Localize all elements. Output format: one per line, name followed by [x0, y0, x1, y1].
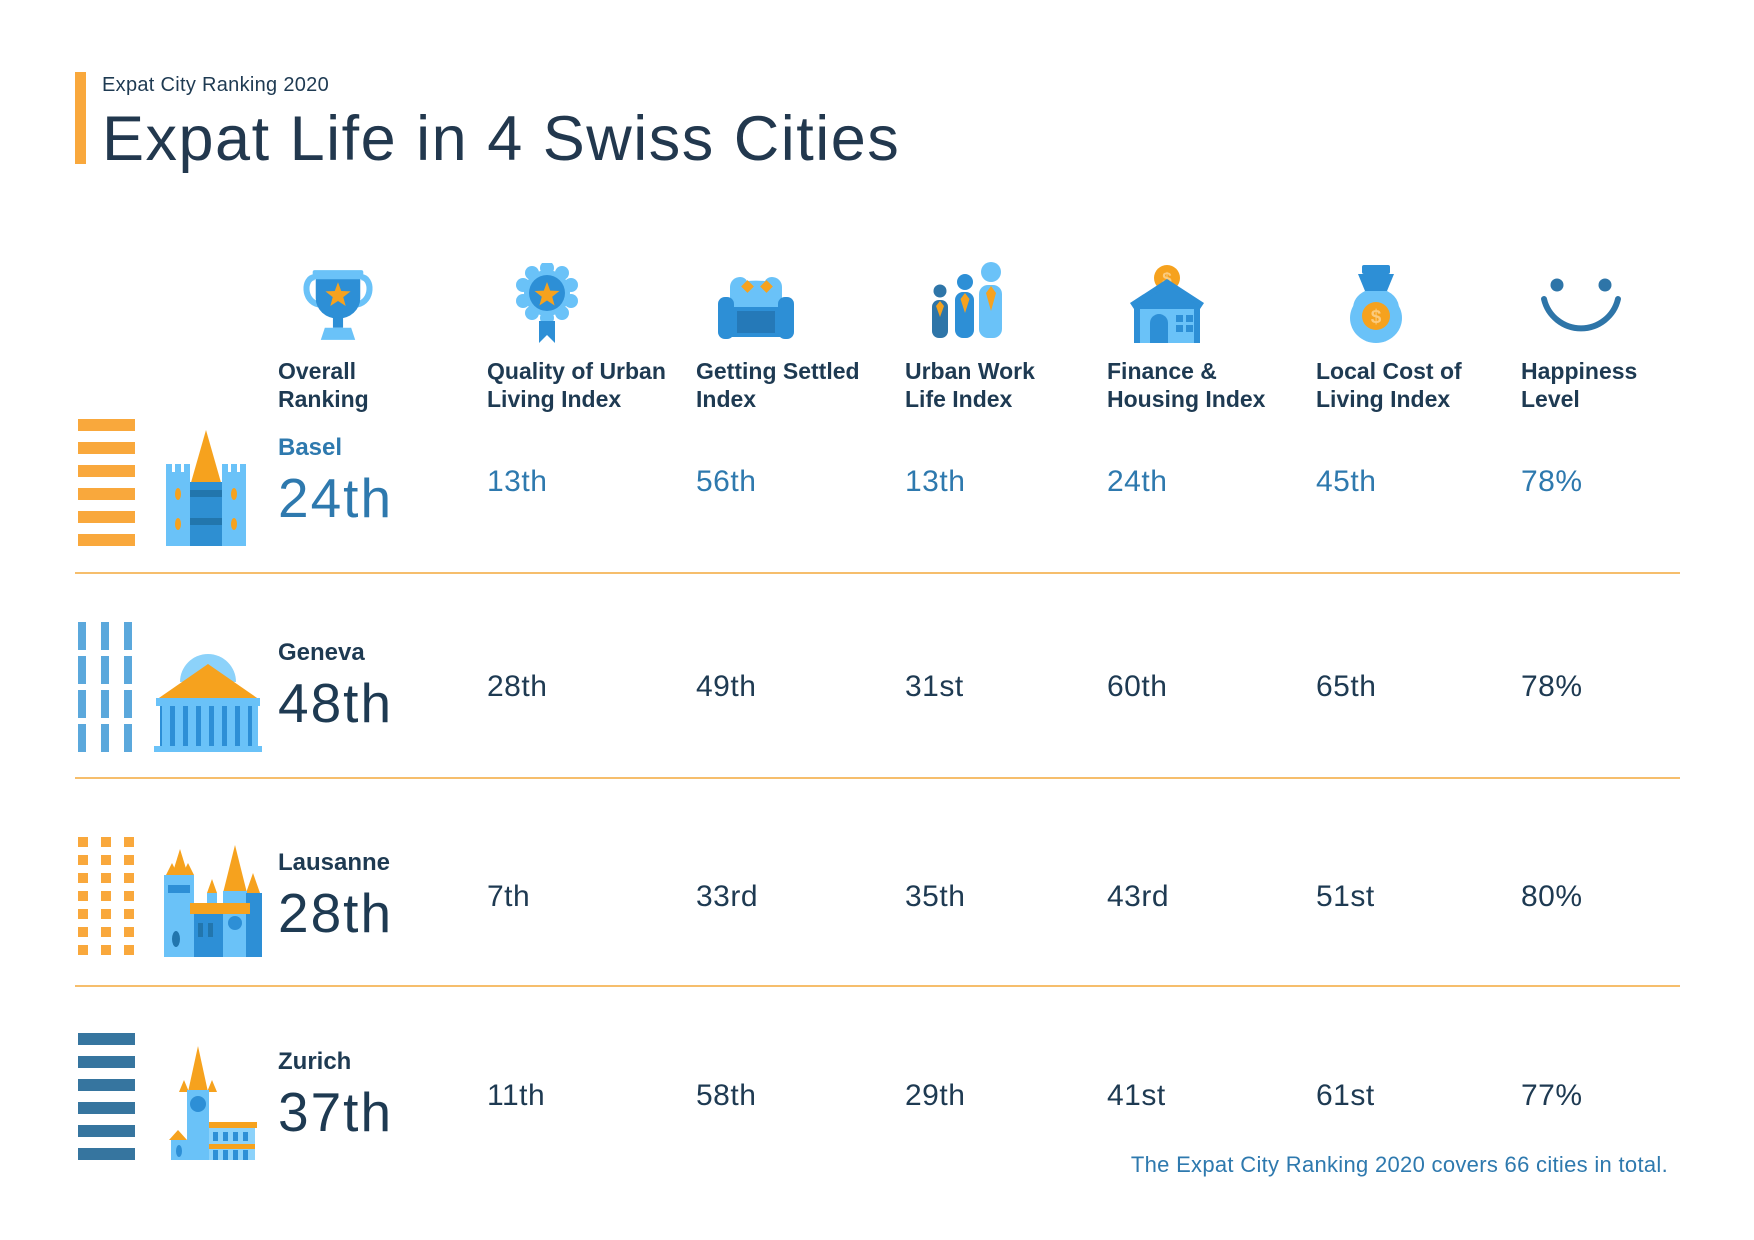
geneva-pattern: [78, 622, 132, 752]
basel-pattern: [78, 418, 135, 546]
lausanne-building-icon: [164, 845, 262, 957]
people-icon: [905, 243, 1025, 347]
zurich-finance-housing: 41st: [1107, 1079, 1166, 1112]
geneva-getting-settled: 49th: [696, 670, 757, 703]
column-label: Quality of Urban Living Index: [487, 358, 666, 413]
basel-building-icon: [166, 429, 246, 546]
zurich-local-cost: 61st: [1316, 1079, 1375, 1112]
lausanne-local-cost: 51st: [1316, 880, 1375, 913]
column-header-row: Overall Ranking Quality of Urban: [75, 243, 1754, 413]
lausanne-finance-housing: 43rd: [1107, 880, 1170, 913]
lausanne-artwork: [75, 837, 278, 957]
geneva-building-icon: [154, 654, 262, 752]
lausanne-ranking-cell: Lausanne 28th: [278, 849, 487, 945]
geneva-local-cost: 65th: [1316, 670, 1377, 703]
geneva-urban-work-life: 31st: [905, 670, 964, 703]
column-label: Local Cost of Living Index: [1316, 358, 1462, 413]
row-lausanne: Lausanne 28th 7th 33rd 35th 43rd 51st 80…: [75, 802, 1754, 992]
overall-rank: 24th: [278, 467, 394, 529]
zurich-getting-settled: 58th: [696, 1079, 757, 1112]
basel-finance-housing: 24th: [1107, 465, 1168, 498]
zurich-pattern: [78, 1032, 135, 1160]
smiley-icon: [1521, 243, 1641, 347]
row-separator: [75, 985, 1680, 987]
column-label: Urban Work Life Index: [905, 358, 1035, 413]
column-happiness: Happiness Level: [1521, 243, 1754, 413]
row-separator: [75, 572, 1680, 574]
basel-ranking-cell: Basel 24th: [278, 434, 487, 530]
zurich-ranking-cell: Zurich 37th: [278, 1048, 487, 1144]
city-name: Basel: [278, 434, 343, 461]
trophy-icon: [278, 243, 398, 347]
armchair-icon: [696, 243, 816, 347]
city-name: Zurich: [278, 1048, 352, 1075]
column-label: Getting Settled Index: [696, 358, 860, 413]
city-name: Geneva: [278, 639, 365, 666]
column-overall-ranking: Overall Ranking: [278, 243, 487, 413]
geneva-quality-urban-living: 28th: [487, 670, 548, 703]
money-bag-icon: $: [1316, 243, 1436, 347]
row-zurich: Zurich 37th 11th 58th 29th 41st 61st 77%: [75, 1011, 1754, 1181]
column-getting-settled: Getting Settled Index: [696, 243, 905, 413]
city-name: Lausanne: [278, 849, 391, 876]
row-geneva: Geneva 48th 28th 49th 31st 60th 65th 78%: [75, 592, 1754, 782]
house-coin-icon: $: [1107, 243, 1227, 347]
row-separator: [75, 777, 1680, 779]
footer-note: The Expat City Ranking 2020 covers 66 ci…: [1130, 1152, 1668, 1177]
geneva-happiness: 78%: [1521, 670, 1583, 703]
lausanne-happiness: 80%: [1521, 880, 1583, 913]
basel-artwork: [75, 418, 278, 546]
row-basel: Basel 24th 13th 56th 13th 24th 45th 78%: [75, 402, 1754, 562]
column-quality-urban-living: Quality of Urban Living Index: [487, 243, 696, 413]
page-title: Expat Life in 4 Swiss Cities: [102, 104, 901, 174]
rosette-icon: [487, 243, 607, 347]
basel-getting-settled: 56th: [696, 465, 757, 498]
svg-text:$: $: [1162, 269, 1172, 288]
column-local-cost: $ Local Cost of Living Index: [1316, 243, 1521, 413]
zurich-urban-work-life: 29th: [905, 1079, 966, 1112]
geneva-artwork: [75, 622, 278, 752]
basel-urban-work-life: 13th: [905, 465, 966, 498]
basel-happiness: 78%: [1521, 465, 1583, 498]
lausanne-urban-work-life: 35th: [905, 880, 966, 913]
geneva-ranking-cell: Geneva 48th: [278, 639, 487, 735]
overall-rank: 28th: [278, 882, 394, 944]
kicker: Expat City Ranking 2020: [102, 74, 330, 96]
basel-quality-urban-living: 13th: [487, 465, 548, 498]
lausanne-getting-settled: 33rd: [696, 880, 759, 913]
overall-rank: 37th: [278, 1081, 394, 1143]
column-urban-work-life: Urban Work Life Index: [905, 243, 1107, 413]
overall-rank: 48th: [278, 672, 394, 734]
page-header: Expat City Ranking 2020 Expat Life in 4 …: [75, 72, 900, 175]
column-label: Finance & Housing Index: [1107, 358, 1266, 413]
zurich-quality-urban-living: 11th: [487, 1079, 546, 1112]
zurich-artwork: [75, 1032, 278, 1160]
svg-text:$: $: [1371, 307, 1382, 328]
column-label: Happiness Level: [1521, 358, 1638, 413]
accent-bar: [75, 72, 86, 164]
column-label: Overall Ranking: [278, 358, 369, 413]
zurich-building-icon: [169, 1045, 257, 1160]
zurich-happiness: 77%: [1521, 1079, 1583, 1112]
geneva-finance-housing: 60th: [1107, 670, 1168, 703]
basel-local-cost: 45th: [1316, 465, 1377, 498]
lausanne-pattern: [78, 837, 134, 955]
column-finance-housing: $ Finance & Housing Index: [1107, 243, 1316, 413]
lausanne-quality-urban-living: 7th: [487, 880, 531, 913]
